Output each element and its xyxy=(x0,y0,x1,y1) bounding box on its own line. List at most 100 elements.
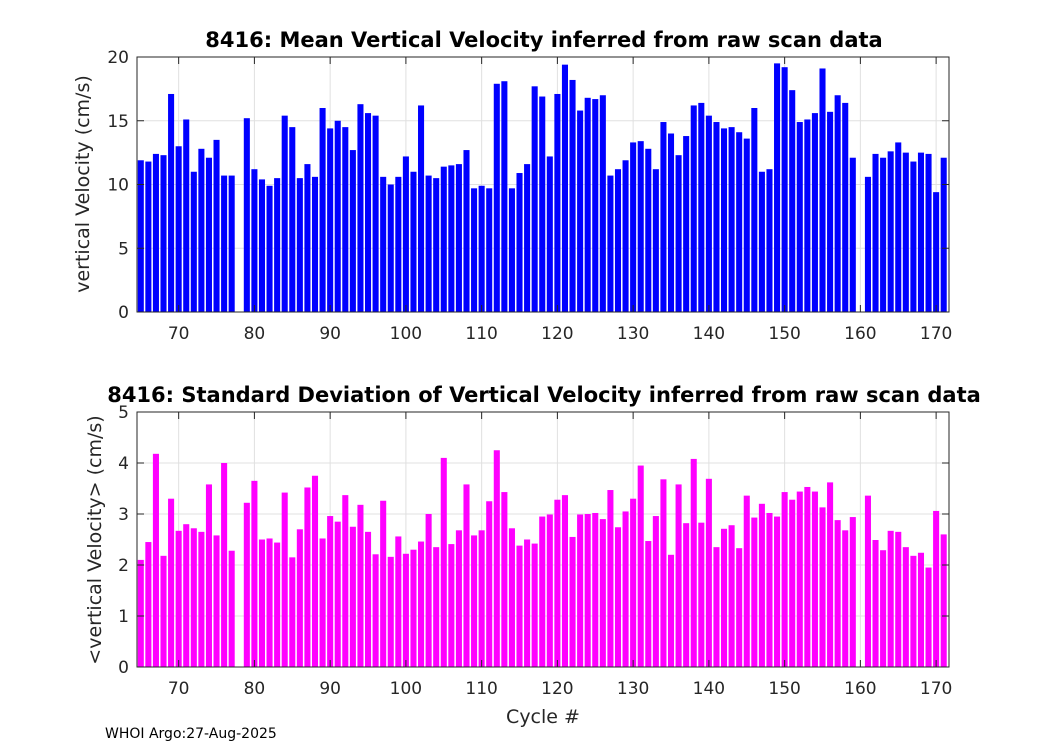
top-bar xyxy=(266,185,273,312)
top-bar xyxy=(895,142,902,312)
top-bar xyxy=(660,122,667,313)
top-bar xyxy=(690,105,697,312)
bottom-x-tick-label: 140 xyxy=(693,679,725,699)
bottom-bar xyxy=(281,492,288,667)
top-bar xyxy=(508,188,515,312)
bottom-bar xyxy=(531,543,538,667)
bottom-bar xyxy=(251,480,258,667)
top-bar xyxy=(804,119,811,312)
top-bar xyxy=(183,119,190,312)
bottom-bar xyxy=(789,499,796,667)
bottom-bar xyxy=(584,514,591,667)
bottom-bar xyxy=(887,530,894,667)
bottom-bar xyxy=(463,484,470,667)
bottom-bar xyxy=(774,516,781,667)
bottom-bar xyxy=(311,475,319,667)
bottom-bar xyxy=(910,555,917,667)
bottom-y-tick-label: 4 xyxy=(118,454,129,474)
top-bar xyxy=(281,115,288,313)
bottom-bar xyxy=(508,528,515,667)
bottom-bar xyxy=(448,544,455,667)
bottom-bar xyxy=(880,550,887,667)
top-bar xyxy=(372,115,379,313)
top-bar xyxy=(448,165,455,312)
top-bar xyxy=(357,104,364,312)
bottom-bar xyxy=(675,484,682,667)
top-x-tick-label: 160 xyxy=(844,324,876,344)
bottom-bar xyxy=(243,502,250,667)
bottom-bar xyxy=(554,499,561,667)
bottom-bar xyxy=(327,516,334,667)
top-bar xyxy=(319,108,326,312)
bottom-bar xyxy=(402,553,409,667)
bottom-bar xyxy=(380,500,387,667)
top-bar xyxy=(251,169,258,312)
bottom-bar xyxy=(819,507,826,667)
top-bar xyxy=(190,171,197,312)
top-x-tick-label: 150 xyxy=(768,324,800,344)
top-bar xyxy=(834,95,841,312)
top-bar xyxy=(258,179,266,312)
top-bar xyxy=(607,175,614,312)
top-bar xyxy=(637,141,644,312)
bottom-bar xyxy=(849,517,856,667)
bottom-x-tick-label: 130 xyxy=(617,679,649,699)
top-bar xyxy=(471,188,478,312)
bottom-bar xyxy=(736,548,743,667)
bottom-bar xyxy=(190,528,197,667)
top-bar xyxy=(349,150,356,312)
top-bar xyxy=(152,153,159,312)
top-y-tick-label: 15 xyxy=(107,112,129,132)
bottom-bar xyxy=(698,522,705,667)
top-bar xyxy=(592,99,599,312)
top-bar xyxy=(728,127,735,312)
bottom-bar xyxy=(516,545,523,667)
bottom-x-tick-label: 70 xyxy=(168,679,190,699)
top-bar xyxy=(630,142,637,312)
bottom-bar xyxy=(827,482,834,667)
top-x-tick-label: 100 xyxy=(390,324,422,344)
top-bar xyxy=(887,151,894,312)
top-bar xyxy=(902,152,909,312)
bottom-bar xyxy=(486,501,493,667)
top-bar xyxy=(168,93,175,312)
bottom-y-tick-label: 5 xyxy=(118,403,129,423)
bottom-bar xyxy=(160,555,167,667)
bottom-chart-title: 8416: Standard Deviation of Vertical Vel… xyxy=(107,383,981,407)
top-chart-title: 8416: Mean Vertical Velocity inferred fr… xyxy=(205,28,882,52)
top-bar xyxy=(721,128,728,312)
bottom-x-tick-label: 120 xyxy=(541,679,573,699)
bottom-bar xyxy=(796,491,803,667)
bottom-bar xyxy=(258,539,266,667)
bottom-bar xyxy=(213,535,220,667)
top-bar xyxy=(160,155,167,312)
top-bar xyxy=(433,178,440,312)
bottom-bar xyxy=(652,516,659,667)
top-bar xyxy=(713,122,720,313)
bottom-bar xyxy=(319,538,326,667)
top-bar xyxy=(781,67,788,312)
bottom-bar xyxy=(758,503,765,667)
top-bar xyxy=(614,169,622,312)
bottom-bar xyxy=(622,511,629,667)
top-bar xyxy=(569,79,576,312)
top-bar xyxy=(501,81,508,312)
top-bar xyxy=(584,97,591,312)
top-bar xyxy=(145,161,152,312)
x-axis-label: Cycle # xyxy=(506,706,580,728)
bottom-bar xyxy=(690,458,697,667)
bottom-y-tick-label: 1 xyxy=(118,607,129,627)
bottom-bar xyxy=(637,465,644,667)
top-bar xyxy=(667,133,675,312)
bottom-bar xyxy=(228,550,235,667)
bottom-bar xyxy=(395,536,402,667)
top-bar xyxy=(418,105,425,312)
top-plot-area: 70 80 90 100 110 120 130 140 150 160 170 0 5 10 15 20 xyxy=(107,48,952,344)
bottom-bar xyxy=(372,554,379,667)
top-bar xyxy=(751,108,758,312)
bottom-bar xyxy=(175,530,182,667)
top-x-tick-label: 110 xyxy=(465,324,497,344)
bottom-bar xyxy=(667,554,675,667)
top-bar xyxy=(327,128,334,312)
bottom-bar xyxy=(478,530,485,667)
